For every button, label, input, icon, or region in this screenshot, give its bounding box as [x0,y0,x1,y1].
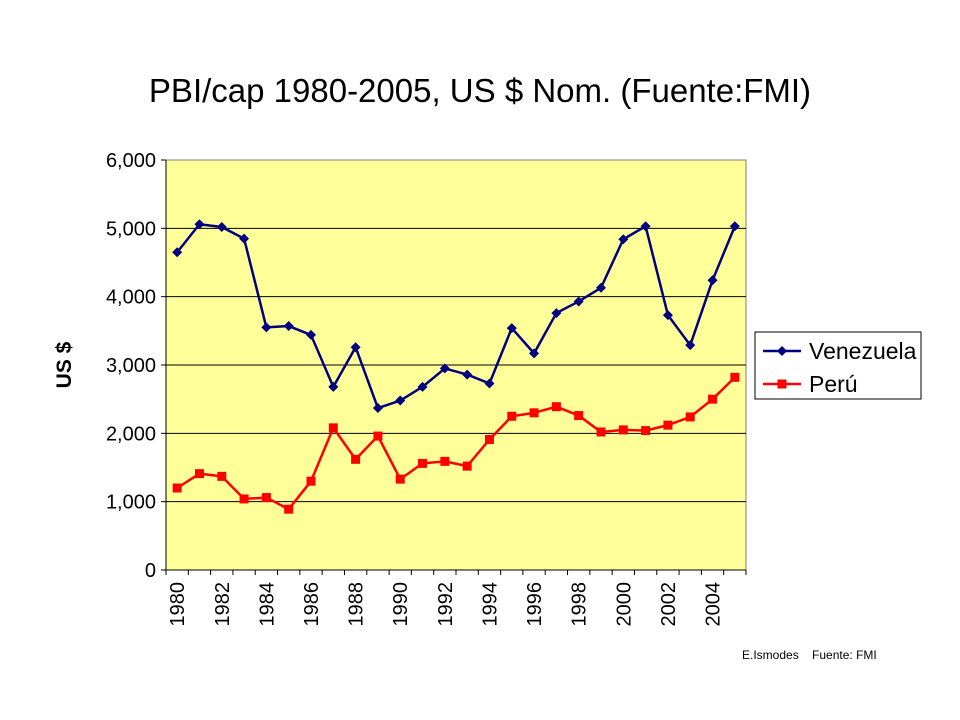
point-venezuela [172,247,183,258]
point-per [462,461,472,471]
x-tick-label: 2000 [613,582,635,627]
point-per [328,423,338,433]
series-venezuela [172,219,740,414]
x-tick-label: 1984 [256,582,278,627]
point-per [529,408,539,418]
point-venezuela [328,381,339,392]
point-venezuela [372,403,383,414]
point-venezuela [350,342,361,353]
point-per [551,402,561,412]
point-per [217,471,227,481]
point-per [239,494,249,504]
source-credit: E.Ismodes Fuente: FMI [742,648,877,662]
point-venezuela [216,221,227,232]
x-tick-label: 1998 [569,582,591,627]
point-venezuela [596,282,606,293]
legend: Venezuela Perú [754,331,922,400]
point-per [507,411,517,421]
point-per [574,411,584,421]
legend-label-per: Perú [809,371,858,397]
point-per [440,456,450,466]
y-tick-labels: 0 1,000 2,000 3,000 4,000 5,000 6,000 [106,150,156,582]
x-tick-label: 1990 [390,582,412,627]
point-venezuela [618,234,629,245]
point-per [685,412,695,422]
point-venezuela [685,340,696,351]
y-tick-label: 3,000 [106,355,156,377]
point-venezuela [484,378,495,389]
point-venezuela [194,219,205,230]
point-per [618,425,628,435]
point-venezuela [640,221,651,232]
point-venezuela [506,323,517,334]
point-per [641,426,651,436]
chart-title: PBI/cap 1980-2005, US $ Nom. (Fuente:FMI… [148,72,812,109]
y-axis-label: US $ [53,341,76,388]
point-venezuela [729,221,740,232]
x-tick-labels: 1980 1982 1984 1986 1988 1990 1992 1994 1996 1998… [167,582,724,627]
point-venezuela [417,381,428,392]
point-per [730,372,740,382]
series-layer [172,219,740,514]
legend-label-venezuela: Venezuela [809,338,917,364]
point-per [194,469,204,479]
x-tick-label: 2004 [703,582,725,627]
x-tick-label: 1992 [435,582,457,627]
point-venezuela [529,348,540,359]
point-venezuela [551,308,562,319]
legend-marker-venezuela [777,346,787,356]
point-per [395,474,405,484]
axes [161,159,747,575]
x-tick-label: 1994 [479,582,501,627]
credit-source: Fuente: FMI [812,648,877,662]
point-per [284,504,294,514]
point-per [172,483,182,493]
point-venezuela [439,363,450,374]
y-tick-label: 1,000 [106,492,156,514]
y-tick-label: 2,000 [106,423,156,445]
x-tick-label: 1982 [212,582,234,627]
point-venezuela [662,310,673,321]
point-per [596,427,606,437]
y-tick-label: 6,000 [106,150,156,172]
point-venezuela [239,233,250,244]
y-tick-label: 0 [145,560,156,582]
point-per [261,493,271,503]
point-venezuela [573,296,584,307]
x-tick-label: 1996 [524,582,546,627]
point-venezuela [395,395,406,406]
legend-marker-per [777,379,787,389]
point-per [708,394,718,404]
point-venezuela [462,369,473,380]
credit-author: E.Ismodes [742,648,799,662]
point-venezuela [261,322,272,333]
point-per [663,420,673,430]
point-per [418,458,428,468]
x-tick-label: 1986 [301,582,323,627]
point-per [306,476,316,486]
point-per [484,434,494,444]
point-venezuela [707,275,718,286]
point-venezuela [283,321,294,332]
point-per [373,431,383,441]
x-tick-label: 1988 [346,582,368,627]
y-tick-label: 5,000 [106,218,156,240]
point-venezuela [306,329,316,340]
series-per [172,372,740,514]
x-tick-label: 2002 [658,582,680,627]
x-tick-label: 1980 [167,582,189,627]
point-per [351,454,361,464]
y-tick-label: 4,000 [106,287,156,309]
